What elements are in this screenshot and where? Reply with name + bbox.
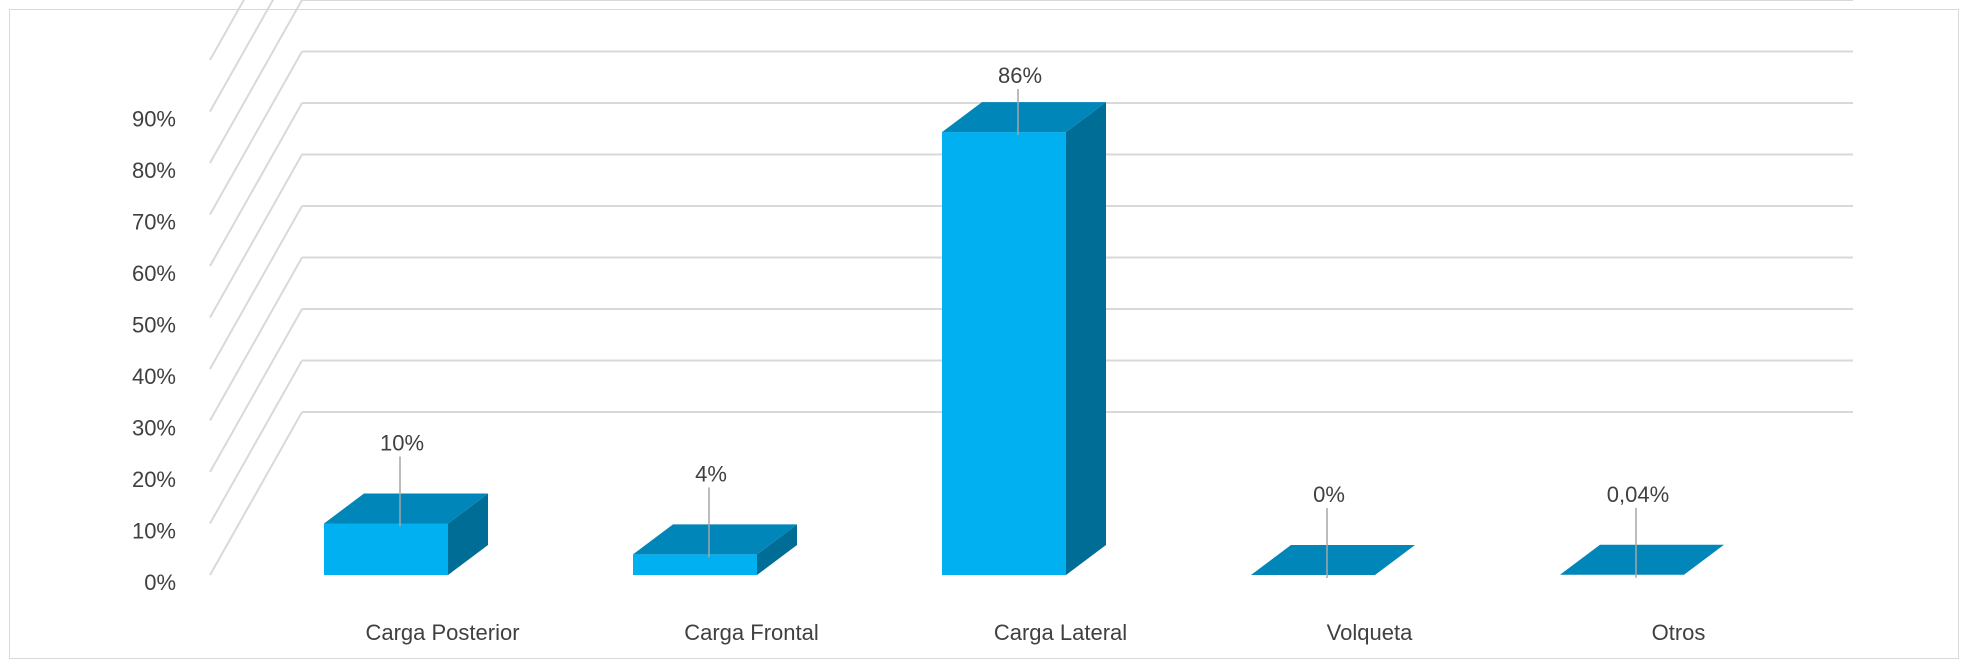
data-label: 4% [695, 461, 727, 486]
gridline-wall [209, 257, 303, 421]
bar [324, 493, 488, 575]
y-tick-label: 80% [132, 158, 176, 183]
category-labels: Carga Posterior Carga Frontal Carga Latera… [365, 620, 1705, 645]
gridline-wall [209, 0, 303, 164]
bar [1560, 544, 1724, 575]
y-tick-label: 40% [132, 364, 176, 389]
y-tick-label: 20% [132, 467, 176, 492]
data-label: 0,04% [1607, 482, 1669, 507]
bar-front-face [942, 132, 1066, 575]
category-label: Volqueta [1327, 620, 1413, 645]
bars [324, 102, 1724, 575]
bar-side-face [757, 524, 797, 575]
category-label: Carga Lateral [994, 620, 1127, 645]
bar-top-face [324, 493, 488, 524]
y-tick-label: 50% [132, 313, 176, 338]
bar-side-face [1066, 102, 1106, 575]
y-tick-label: 90% [132, 107, 176, 132]
y-tick-label: 0% [144, 570, 176, 595]
data-labels: 10% 4% 86% 0% 0,04% [380, 63, 1669, 578]
category-label: Otros [1652, 620, 1706, 645]
data-label: 0% [1313, 482, 1345, 507]
gridline-wall [209, 308, 303, 473]
bar-front-face [633, 554, 757, 575]
y-tick-label: 70% [132, 210, 176, 235]
gridline-wall [209, 0, 246, 61]
y-axis-tick-labels: 0% 10% 20% 30% 40% 50% 60% 70% 80% 90% [132, 107, 176, 596]
y-tick-label: 10% [132, 519, 176, 544]
gridline-wall [209, 102, 303, 267]
bar-top-face [633, 524, 797, 555]
y-tick-label: 60% [132, 261, 176, 286]
bar [942, 102, 1106, 575]
data-label: 10% [380, 431, 424, 456]
gridline-wall [209, 205, 303, 370]
data-label: 86% [998, 63, 1042, 88]
category-label: Carga Frontal [684, 620, 819, 645]
bar-side-face [448, 493, 488, 575]
bar-front-face [324, 523, 448, 575]
gridline-wall [209, 51, 303, 215]
bar-top-face [1560, 544, 1724, 575]
bar [633, 524, 797, 575]
bar [1251, 545, 1415, 575]
gridline-wall [209, 411, 303, 576]
bar-top-face [1251, 545, 1415, 575]
y-tick-label: 30% [132, 416, 176, 441]
category-label: Carga Posterior [365, 620, 519, 645]
gridline-wall [209, 360, 303, 524]
gridline-wall [209, 154, 303, 318]
gridline-wall [209, 0, 275, 112]
bar-top-face [942, 102, 1106, 133]
